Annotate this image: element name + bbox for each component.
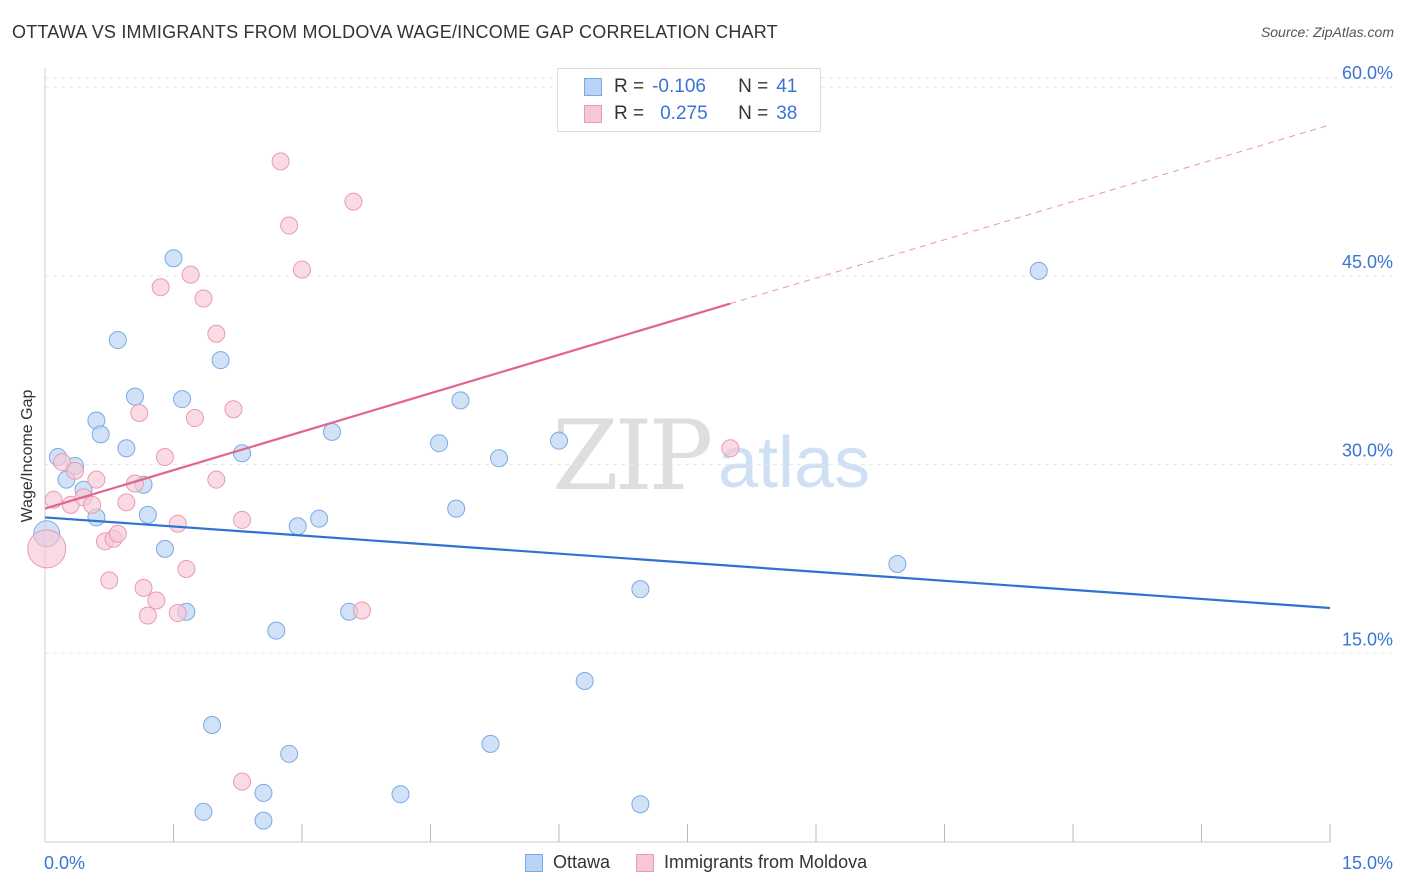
ottawa-point [155, 539, 174, 558]
y-tick-label: 45.0% [1342, 252, 1393, 272]
ottawa-point [322, 422, 341, 441]
moldova-point [155, 448, 174, 467]
ottawa-point [550, 431, 568, 450]
ottawa-point [173, 390, 192, 409]
ottawa-swatch [584, 78, 602, 96]
ottawa-r-value: -0.106 [652, 76, 706, 97]
moldova-point [53, 453, 72, 472]
ottawa-trend-line [44, 516, 1331, 610]
ottawa-point [490, 449, 509, 468]
moldova-point [721, 439, 740, 458]
ottawa-n-value: 41 [776, 76, 798, 97]
moldova-point [65, 461, 84, 480]
moldova-point [181, 265, 200, 284]
moldova-point [185, 409, 204, 428]
moldova-point [207, 324, 226, 343]
ottawa-point [430, 434, 449, 453]
moldova-swatch [584, 105, 602, 123]
legend-row-moldova: R = 0.275 N = 38 [584, 102, 797, 126]
moldova-point [194, 289, 213, 308]
correlation-legend: R = -0.106 N = 41 R = 0.275 N = 38 [557, 68, 821, 132]
legend-r-label: R = [614, 76, 645, 97]
moldova-point [168, 604, 187, 623]
legend-n-label: N = [738, 103, 769, 124]
x-tick-label: 0.0% [44, 853, 85, 873]
ottawa-point [631, 795, 650, 814]
moldova-point [293, 260, 311, 279]
ottawa-point [481, 734, 500, 753]
moldova-point [100, 571, 119, 590]
moldova-point [344, 192, 363, 211]
ottawa-point [267, 621, 286, 640]
moldova-point [207, 470, 226, 489]
ottawa-point [280, 744, 299, 763]
moldova-point [168, 514, 187, 533]
y-tick-label: 60.0% [1342, 63, 1393, 83]
ottawa-point [125, 387, 144, 406]
ottawa-point [288, 517, 307, 536]
ottawa-point [447, 499, 466, 518]
moldova-legend-swatch [636, 853, 655, 872]
moldova-point [27, 529, 67, 569]
series-legend: Ottawa Immigrants from Moldova [525, 852, 867, 873]
ottawa-point [211, 351, 230, 370]
ottawa-legend-label: Ottawa [553, 852, 611, 872]
moldova-point [233, 510, 252, 529]
watermark-atlas: atlas [718, 423, 871, 503]
moldova-point [224, 400, 243, 419]
moldova-n-value: 38 [776, 103, 798, 124]
ottawa-point [117, 439, 136, 458]
ottawa-legend-swatch [525, 853, 543, 872]
moldova-point [151, 278, 170, 297]
legend-n-label: N = [738, 76, 769, 97]
moldova-point [233, 772, 252, 791]
moldova-point [147, 591, 166, 610]
ottawa-point [138, 505, 157, 524]
y-axis-label: Wage/Income Gap [19, 389, 36, 523]
moldova-point [134, 578, 153, 597]
moldova-point [108, 524, 127, 543]
ottawa-point [194, 802, 213, 821]
moldova-point [280, 216, 299, 235]
ottawa-point [575, 671, 594, 690]
moldova-point [130, 404, 149, 422]
moldova-trend-extension [730, 124, 1331, 305]
ottawa-point [310, 509, 329, 528]
ottawa-point [254, 783, 273, 802]
x-tick-label: 15.0% [1342, 853, 1393, 873]
moldova-point [87, 470, 106, 489]
y-tick-label: 30.0% [1342, 441, 1393, 461]
ottawa-point [203, 716, 222, 734]
chart-title: OTTAWA VS IMMIGRANTS FROM MOLDOVA WAGE/I… [12, 22, 778, 42]
ottawa-point [391, 785, 410, 804]
moldova-r-value: 0.275 [660, 103, 708, 124]
ottawa-point [451, 391, 470, 410]
ottawa-point [108, 331, 127, 350]
moldova-point [83, 495, 102, 514]
legend-row-ottawa: R = -0.106 N = 41 [584, 75, 797, 99]
moldova-legend-label: Immigrants from Moldova [664, 852, 868, 872]
ottawa-point [888, 554, 907, 573]
moldova-trend-line [44, 302, 731, 510]
ottawa-point [91, 425, 110, 444]
moldova-point [177, 560, 196, 578]
ottawa-point [254, 811, 273, 830]
ottawa-point [631, 580, 650, 599]
legend-r-label: R = [614, 103, 645, 124]
moldova-point [271, 152, 290, 171]
ottawa-point [1029, 261, 1048, 280]
ottawa-point [164, 249, 183, 268]
y-tick-label: 15.0% [1342, 629, 1393, 649]
moldova-point [117, 493, 136, 512]
moldova-point [138, 606, 157, 625]
source-label: Source: ZipAtlas.com [1260, 24, 1394, 40]
moldova-point [352, 601, 371, 620]
watermark-zip: ZIP [552, 400, 713, 512]
